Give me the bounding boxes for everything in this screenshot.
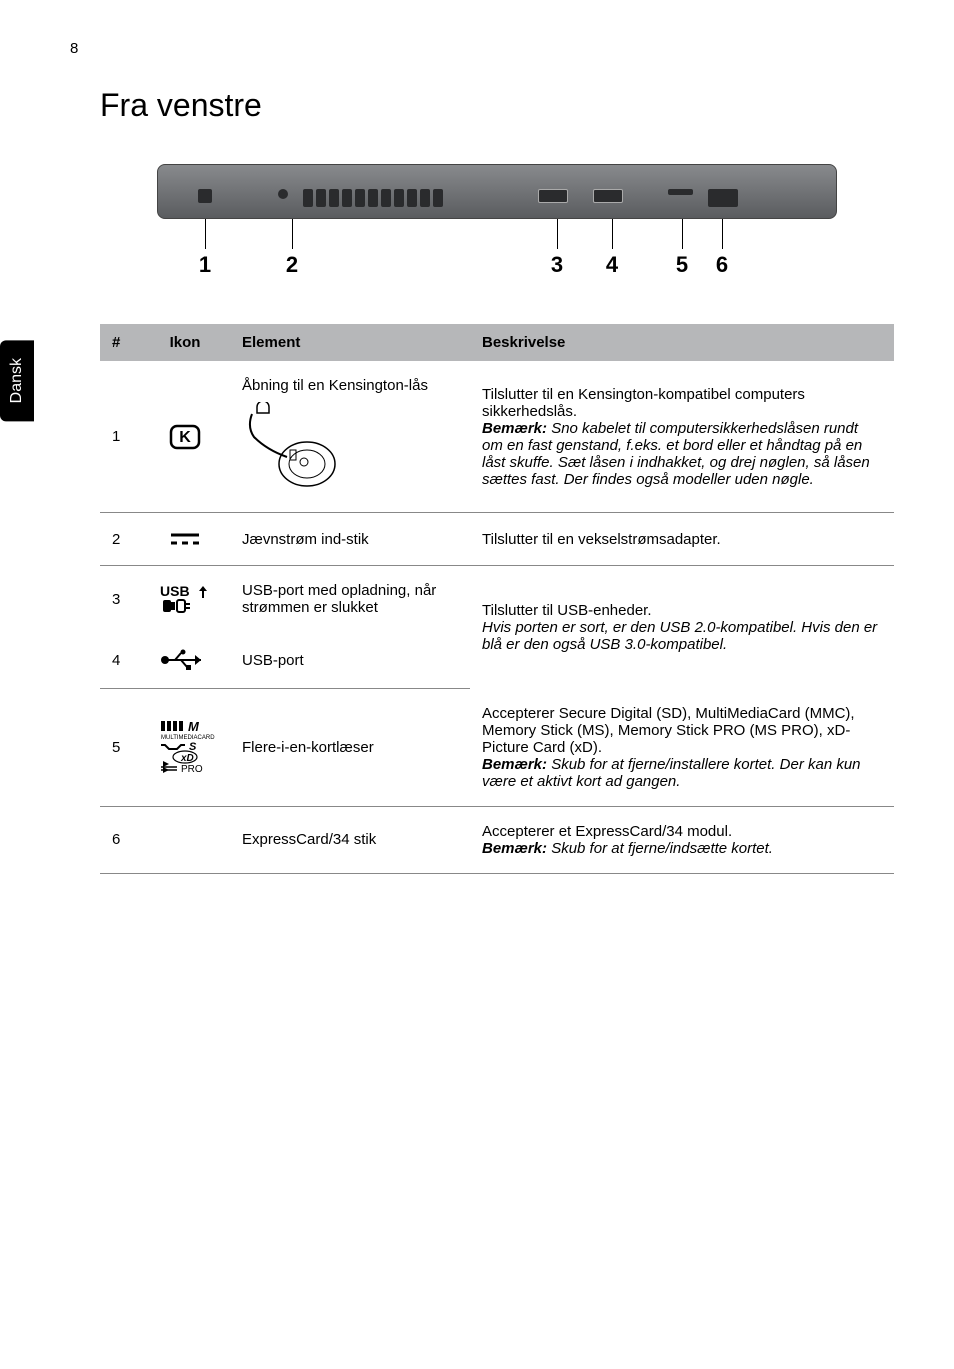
card-reader-icon: M MULTIMEDIACARD S xD PRO (140, 689, 230, 807)
expresscard-icon (140, 806, 230, 873)
row2-element: Jævnstrøm ind-stik (230, 513, 470, 566)
page-number: 8 (70, 40, 894, 57)
usb-icon (140, 632, 230, 689)
header-num: # (100, 324, 140, 361)
diagram-callouts: 1 2 3 4 5 6 (157, 224, 837, 284)
language-tab: Dansk (0, 340, 34, 421)
callout-1: 1 (199, 252, 211, 278)
table-row: 6 ExpressCard/34 stik Accepterer et Expr… (100, 806, 894, 873)
row3-4-desc: Tilslutter til USB-enheder. Hvis porten … (470, 566, 894, 689)
table-row: 2 Jævnstrøm ind-stik Tilslutter til en v… (100, 513, 894, 566)
row4-element: USB-port (230, 632, 470, 689)
header-icon: Ikon (140, 324, 230, 361)
callout-5: 5 (676, 252, 688, 278)
row6-element: ExpressCard/34 stik (230, 806, 470, 873)
svg-text:PRO: PRO (181, 764, 203, 775)
callout-4: 4 (606, 252, 618, 278)
header-desc: Beskrivelse (470, 324, 894, 361)
table-header-row: # Ikon Element Beskrivelse (100, 324, 894, 361)
row3-num: 3 (100, 566, 140, 633)
ports-table: # Ikon Element Beskrivelse 1 K Åbning ti… (100, 324, 894, 874)
table-row: 1 K Åbning til en Kensington-lås (100, 361, 894, 513)
kensington-lock-drawing-icon (242, 402, 352, 492)
row1-desc: Tilslutter til en Kensington-kompatibel … (470, 361, 894, 513)
row4-num: 4 (100, 632, 140, 689)
row5-desc: Accepterer Secure Digital (SD), MultiMed… (470, 689, 894, 807)
section-heading: Fra venstre (100, 87, 894, 124)
svg-text:MULTIMEDIACARD: MULTIMEDIACARD (161, 735, 215, 741)
row5-element: Flere-i-en-kortlæser (230, 689, 470, 807)
header-element: Element (230, 324, 470, 361)
callout-2: 2 (286, 252, 298, 278)
row3-element: USB-port med opladning, når strømmen er … (230, 566, 470, 633)
svg-text:K: K (179, 429, 191, 446)
row2-desc: Tilslutter til en vekselstrømsadapter. (470, 513, 894, 566)
dc-power-icon (140, 513, 230, 566)
row6-desc: Accepterer et ExpressCard/34 modul. Bemæ… (470, 806, 894, 873)
svg-text:USB: USB (160, 583, 190, 599)
svg-text:M: M (188, 719, 200, 734)
laptop-left-diagram: 1 2 3 4 5 6 (100, 164, 894, 284)
callout-3: 3 (551, 252, 563, 278)
table-row: 5 M MULTIMEDIACARD S xD (100, 689, 894, 807)
row1-num: 1 (100, 361, 140, 513)
table-row: 3 USB USB-port med opladning, når strømm… (100, 566, 894, 633)
row6-num: 6 (100, 806, 140, 873)
callout-6: 6 (716, 252, 728, 278)
kensington-lock-icon: K (140, 361, 230, 513)
usb-charge-icon: USB (140, 566, 230, 633)
row1-element: Åbning til en Kensington-lås (230, 361, 470, 513)
row2-num: 2 (100, 513, 140, 566)
row5-num: 5 (100, 689, 140, 807)
